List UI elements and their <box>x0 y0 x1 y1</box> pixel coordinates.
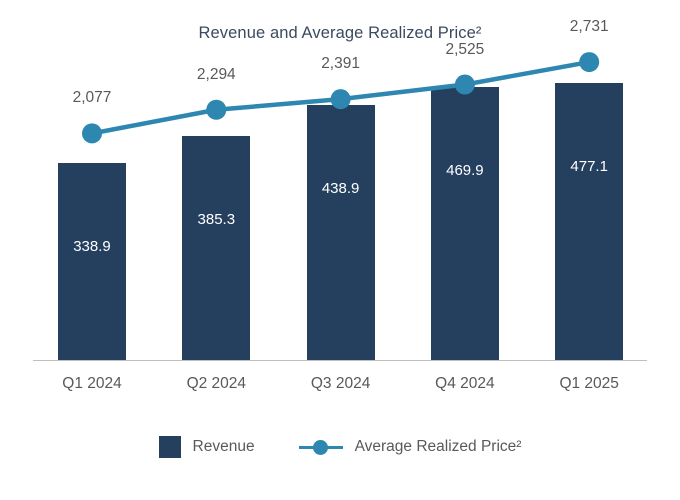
legend-item-revenue[interactable]: Revenue <box>158 436 255 458</box>
x-axis-label-q1-2024: Q1 2024 <box>62 375 122 392</box>
x-axis-label-q3-2024: Q3 2024 <box>310 375 371 392</box>
line-value-label: 2,525 <box>445 40 485 58</box>
x-axis-label-q1-2025: Q1 2025 <box>559 375 619 392</box>
chart-legend: Revenue Average Realized Price² <box>0 432 680 462</box>
legend-line-swatch-icon <box>298 436 343 458</box>
trend-marker <box>579 52 600 73</box>
bar-value-label: 477.1 <box>570 157 608 175</box>
bar-q1-2025 <box>555 82 624 360</box>
bar-value-label: 469.9 <box>446 162 484 180</box>
bar-q4-2024 <box>430 87 499 360</box>
chart-title: Revenue and Average Realized Price² <box>198 24 482 42</box>
line-value-label: 2,391 <box>321 55 360 73</box>
x-axis-label-q4-2024: Q4 2024 <box>435 375 495 392</box>
bar-q2-2024 <box>182 136 251 360</box>
bar-value-label: 385.3 <box>197 211 236 229</box>
bar-value-label: 338.9 <box>73 238 111 256</box>
legend-label-revenue: Revenue <box>192 438 255 455</box>
x-axis-label-q2-2024: Q2 2024 <box>186 375 247 392</box>
trend-marker <box>206 99 227 120</box>
legend-item-average-realized-price[interactable]: Average Realized Price² <box>298 436 522 458</box>
bar-q3-2024 <box>306 105 375 360</box>
line-value-label: 2,731 <box>569 18 609 36</box>
x-axis-line <box>33 360 647 361</box>
bar-q1-2024 <box>58 163 126 360</box>
legend-bar-swatch-icon <box>158 436 181 458</box>
legend-label-average-realized-price: Average Realized Price² <box>354 438 522 455</box>
bar-value-label: 438.9 <box>321 180 360 198</box>
line-value-label: 2,077 <box>72 89 112 107</box>
line-value-label: 2,294 <box>196 65 236 83</box>
trend-marker <box>82 123 102 144</box>
